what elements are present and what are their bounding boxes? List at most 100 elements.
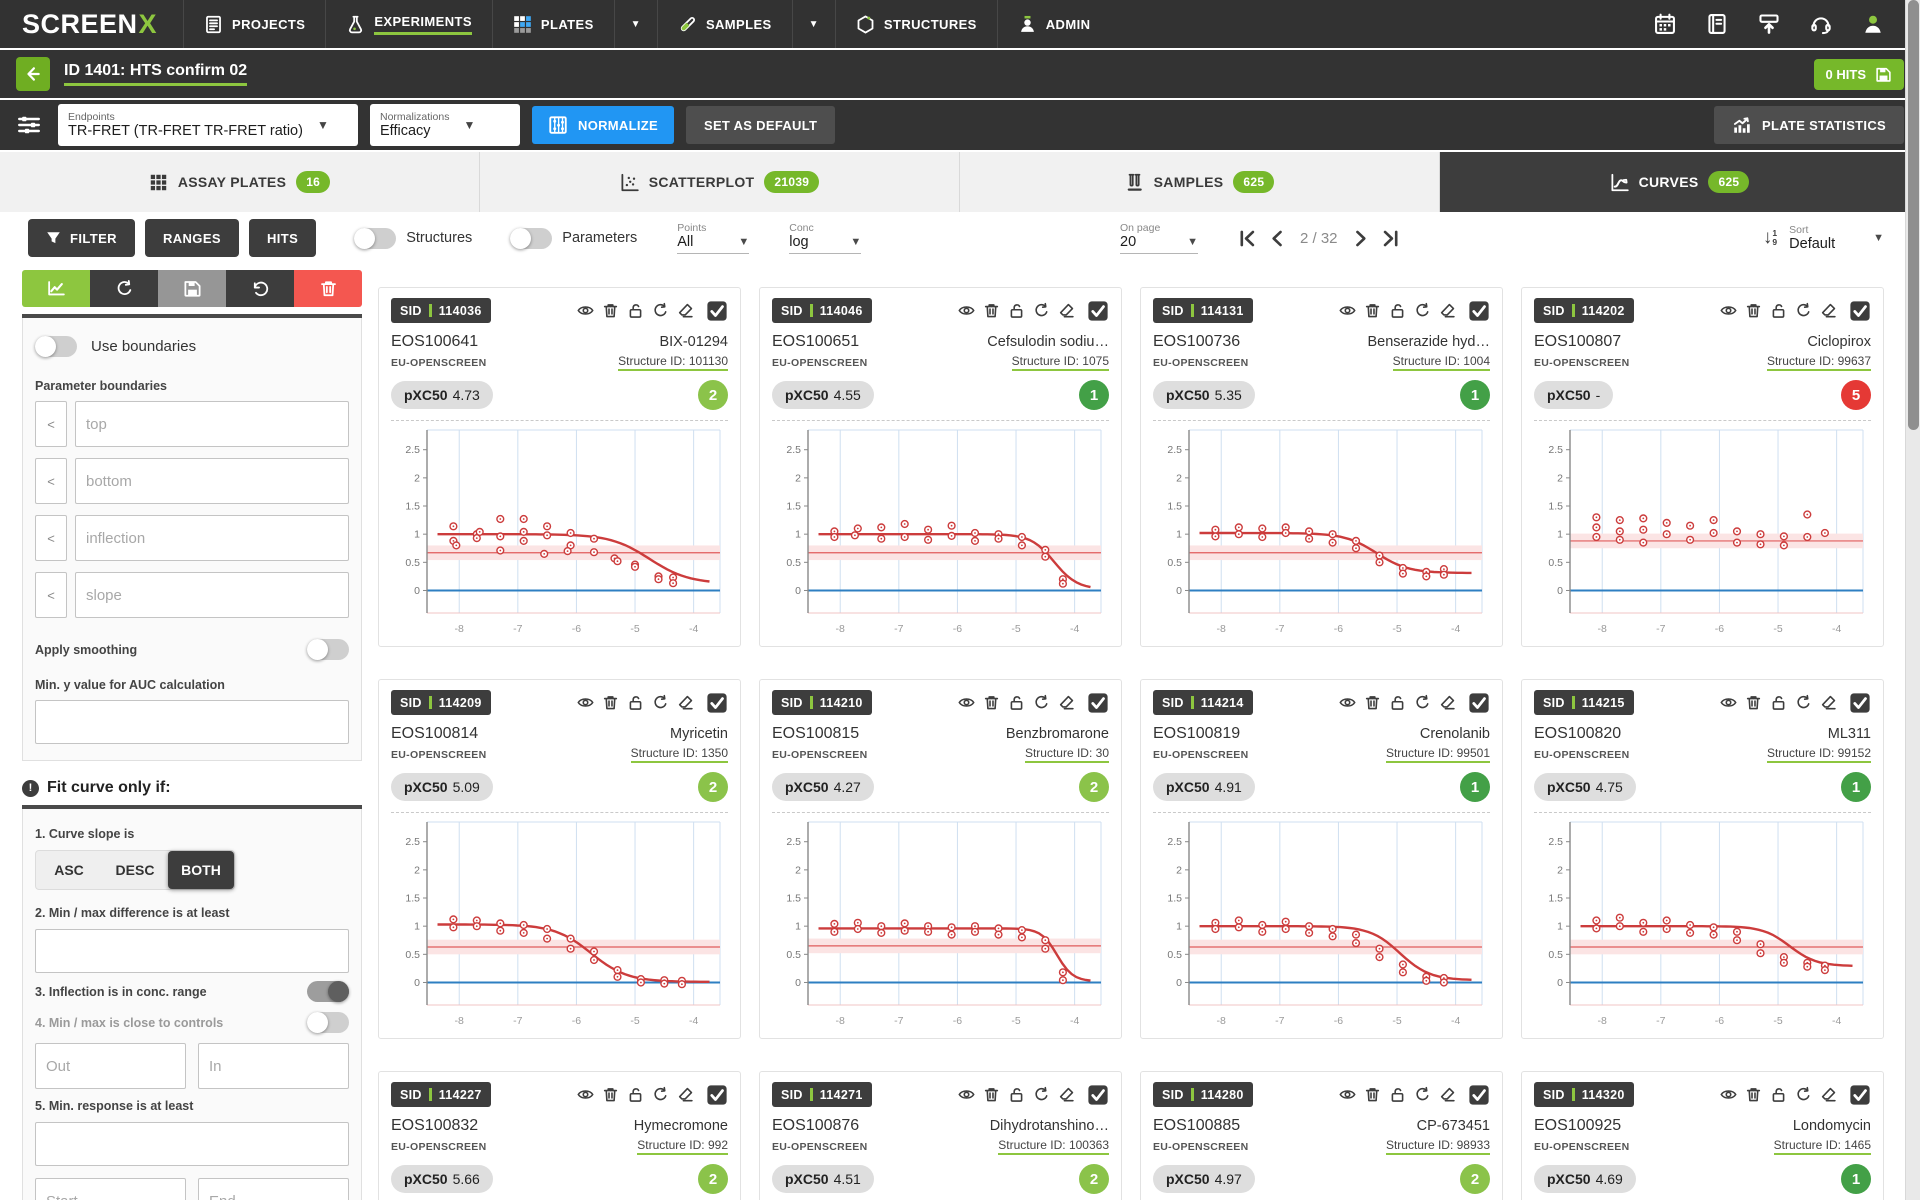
bottom-boundary-input[interactable] (75, 458, 349, 504)
refresh-icon[interactable] (1033, 302, 1050, 319)
top-boundary-input[interactable] (75, 401, 349, 447)
unlock-icon[interactable] (1008, 1086, 1025, 1103)
structure-id-link[interactable]: Structure ID: 1350 (630, 746, 728, 763)
min-response-input[interactable] (35, 1122, 349, 1166)
structure-id-link[interactable]: Structure ID: 98933 (1385, 1138, 1490, 1155)
sort-control[interactable]: ↓ 1 9 Sort Default ▼ (1763, 218, 1884, 258)
trash-icon[interactable] (1745, 1086, 1762, 1103)
eraser-icon[interactable] (1439, 694, 1456, 711)
inflection-operator-button[interactable]: < (35, 515, 67, 561)
structure-id-link[interactable]: Structure ID: 100363 (998, 1138, 1109, 1155)
parameters-toggle[interactable] (510, 227, 553, 249)
visibility-icon[interactable] (1339, 694, 1356, 711)
visibility-icon[interactable] (958, 1086, 975, 1103)
unlock-icon[interactable] (1389, 302, 1406, 319)
trash-icon[interactable] (1745, 302, 1762, 319)
set-default-button[interactable]: SET AS DEFAULT (685, 106, 836, 144)
trash-icon[interactable] (602, 1086, 619, 1103)
bottom-operator-button[interactable]: < (35, 458, 67, 504)
visibility-icon[interactable] (1720, 694, 1737, 711)
trash-icon[interactable] (1364, 694, 1381, 711)
selected-checkbox[interactable] (1468, 300, 1490, 322)
refresh-icon[interactable] (1414, 694, 1431, 711)
unlock-icon[interactable] (1008, 694, 1025, 711)
structure-id-link[interactable]: Structure ID: 99152 (1766, 746, 1871, 763)
points-select[interactable]: Points All ▼ (677, 222, 750, 254)
selected-checkbox[interactable] (1849, 692, 1871, 714)
eraser-icon[interactable] (1439, 302, 1456, 319)
visibility-icon[interactable] (1339, 1086, 1356, 1103)
unlock-icon[interactable] (627, 1086, 644, 1103)
selected-checkbox[interactable] (1849, 1084, 1871, 1106)
refresh-icon[interactable] (652, 1086, 669, 1103)
upload-icon[interactable] (1758, 13, 1780, 35)
unlock-icon[interactable] (627, 302, 644, 319)
structure-id-link[interactable]: Structure ID: 99501 (1385, 746, 1490, 763)
undo-button[interactable] (226, 270, 294, 307)
page-scrollbar[interactable] (1905, 0, 1920, 1200)
endpoints-select[interactable]: Endpoints TR-FRET (TR-FRET TR-FRET ratio… (58, 104, 358, 146)
structure-id-link[interactable]: Structure ID: 101130 (618, 354, 728, 371)
inflection-boundary-input[interactable] (75, 515, 349, 561)
trash-icon[interactable] (602, 694, 619, 711)
slope-operator-button[interactable]: < (35, 572, 67, 618)
apply-smoothing-toggle[interactable] (307, 639, 349, 660)
hits-button[interactable]: HITS (248, 219, 317, 257)
nav-item-samples[interactable]: SAMPLES (656, 0, 792, 48)
out-input[interactable] (35, 1043, 186, 1089)
structure-id-link[interactable]: Structure ID: 1465 (1773, 1138, 1871, 1155)
tab-curves[interactable]: CURVES 625 (1440, 152, 1920, 212)
visibility-icon[interactable] (1339, 302, 1356, 319)
normalize-button[interactable]: NORMALIZE (532, 106, 674, 144)
selected-checkbox[interactable] (1468, 692, 1490, 714)
visibility-icon[interactable] (958, 694, 975, 711)
nav-item-plates[interactable]: PLATES (491, 0, 614, 48)
prev-page-button[interactable] (1262, 223, 1292, 253)
unlock-icon[interactable] (1008, 302, 1025, 319)
eraser-icon[interactable] (1058, 302, 1075, 319)
trash-icon[interactable] (983, 694, 1000, 711)
eraser-icon[interactable] (1058, 694, 1075, 711)
selected-checkbox[interactable] (706, 692, 728, 714)
tab-samples[interactable]: SAMPLES 625 (960, 152, 1440, 212)
support-icon[interactable] (1810, 13, 1832, 35)
top-operator-button[interactable]: < (35, 401, 67, 447)
plate-statistics-button[interactable]: PLATE STATISTICS (1714, 106, 1904, 144)
in-input[interactable] (198, 1043, 349, 1089)
eraser-icon[interactable] (677, 694, 694, 711)
visibility-icon[interactable] (577, 1086, 594, 1103)
ranges-button[interactable]: RANGES (144, 219, 239, 257)
tab-assay-plates[interactable]: ASSAY PLATES 16 (0, 152, 480, 212)
selected-checkbox[interactable] (1087, 692, 1109, 714)
structure-id-link[interactable]: Structure ID: 1004 (1392, 354, 1490, 371)
refresh-icon[interactable] (1795, 694, 1812, 711)
journal-icon[interactable] (1706, 13, 1728, 35)
selected-checkbox[interactable] (1468, 1084, 1490, 1106)
trash-icon[interactable] (1364, 1086, 1381, 1103)
trash-icon[interactable] (983, 1086, 1000, 1103)
eraser-icon[interactable] (1820, 694, 1837, 711)
unlock-icon[interactable] (1770, 302, 1787, 319)
refresh-icon[interactable] (652, 302, 669, 319)
structure-id-link[interactable]: Structure ID: 992 (637, 1138, 728, 1155)
refresh-icon[interactable] (1414, 1086, 1431, 1103)
nav-item-experiments[interactable]: EXPERIMENTS (325, 0, 492, 48)
unlock-icon[interactable] (1770, 1086, 1787, 1103)
structure-id-link[interactable]: Structure ID: 1075 (1011, 354, 1109, 371)
unlock-icon[interactable] (1389, 694, 1406, 711)
eraser-icon[interactable] (1820, 302, 1837, 319)
visibility-icon[interactable] (1720, 302, 1737, 319)
unlock-icon[interactable] (1389, 1086, 1406, 1103)
slope-boundary-input[interactable] (75, 572, 349, 618)
selected-checkbox[interactable] (1849, 300, 1871, 322)
selected-checkbox[interactable] (1087, 1084, 1109, 1106)
eraser-icon[interactable] (1439, 1086, 1456, 1103)
refresh-button[interactable] (90, 270, 158, 307)
trash-icon[interactable] (1364, 302, 1381, 319)
eraser-icon[interactable] (677, 1086, 694, 1103)
refresh-icon[interactable] (1795, 302, 1812, 319)
slope-desc-option[interactable]: DESC (115, 862, 155, 878)
plates-dropdown-arrow[interactable]: ▼ (613, 0, 657, 48)
use-boundaries-toggle[interactable] (35, 336, 77, 357)
nav-item-structures[interactable]: STRUCTURES (834, 0, 997, 48)
